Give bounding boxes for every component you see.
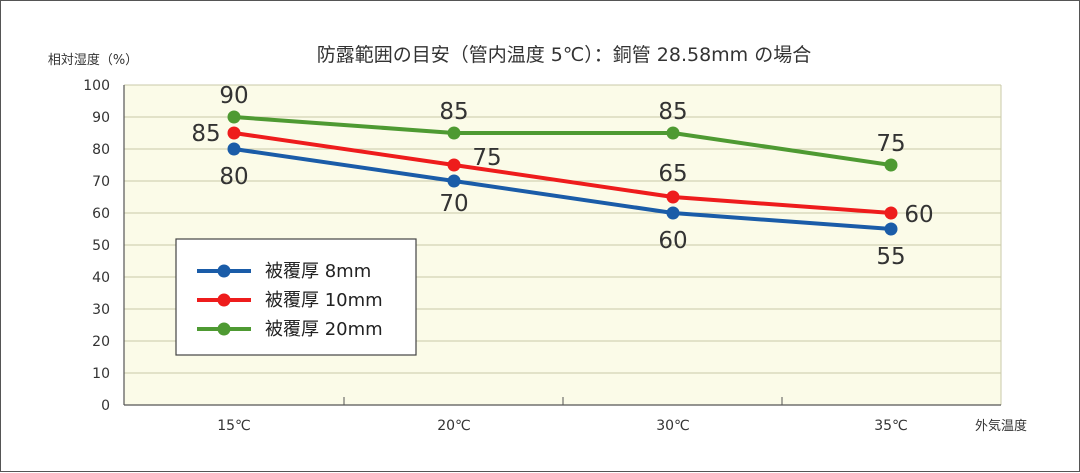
y-tick-label: 60: [92, 206, 110, 222]
legend-swatch-marker: [217, 264, 231, 278]
data-point: [884, 222, 898, 236]
y-tick-label: 70: [92, 174, 110, 190]
data-point: [666, 206, 680, 220]
data-label: 65: [658, 161, 687, 187]
data-label: 60: [904, 202, 933, 228]
data-label: 70: [439, 191, 468, 217]
data-label: 85: [191, 121, 220, 147]
legend-swatch-marker: [217, 293, 231, 307]
data-label: 75: [472, 145, 501, 171]
y-tick-label: 30: [92, 302, 110, 318]
data-point: [666, 126, 680, 140]
series-line-2: [233, 115, 892, 167]
series-line-0: [233, 147, 892, 231]
x-axis-title: 外気温度: [975, 418, 1027, 434]
axes: [123, 85, 1001, 406]
y-tick-label: 20: [92, 334, 110, 350]
y-tick-label: 80: [92, 142, 110, 158]
data-point: [227, 142, 241, 156]
data-point: [666, 190, 680, 204]
data-point: [227, 126, 241, 140]
legend-box: [175, 238, 417, 356]
x-tick-label: 30℃: [656, 418, 690, 434]
legend-swatch-marker: [217, 322, 231, 336]
data-point: [884, 158, 898, 172]
series-layer: [227, 110, 898, 236]
x-tick-label: 20℃: [437, 418, 471, 434]
x-tick-label: 15℃: [217, 418, 251, 434]
legend: 被覆厚 8mm 被覆厚 10mm 被覆厚 20mm: [175, 238, 417, 356]
y-tick-label: 10: [92, 366, 110, 382]
legend-label: 被覆厚 20mm: [265, 319, 383, 340]
y-axis-title: 相対湿度（%）: [48, 52, 138, 68]
data-point: [447, 174, 461, 188]
data-label: 85: [439, 99, 468, 125]
data-label: 80: [219, 164, 248, 190]
y-tick-labels: 0 10 20 30 40 50 60 70 80 90 100: [83, 78, 110, 414]
data-point: [447, 126, 461, 140]
data-label: 55: [876, 244, 905, 270]
y-tick-label: 0: [101, 398, 110, 414]
legend-label: 被覆厚 10mm: [265, 290, 383, 311]
data-label: 60: [658, 228, 687, 254]
x-tick-label: 35℃: [874, 418, 908, 434]
data-label: 90: [219, 83, 248, 109]
chart-title: 防露範囲の目安（管内温度 5℃）：銅管 28.58mm の場合: [317, 44, 811, 66]
x-tick-labels: 15℃ 20℃ 30℃ 35℃: [217, 418, 908, 434]
data-point: [884, 206, 898, 220]
legend-label: 被覆厚 8mm: [265, 261, 371, 282]
data-point: [227, 110, 241, 124]
data-point: [447, 158, 461, 172]
data-label: 75: [876, 131, 905, 157]
y-tick-label: 50: [92, 238, 110, 254]
y-tick-label: 40: [92, 270, 110, 286]
y-tick-label: 100: [83, 78, 110, 94]
series-line-1: [233, 131, 892, 215]
y-tick-label: 90: [92, 110, 110, 126]
data-label: 85: [658, 99, 687, 125]
